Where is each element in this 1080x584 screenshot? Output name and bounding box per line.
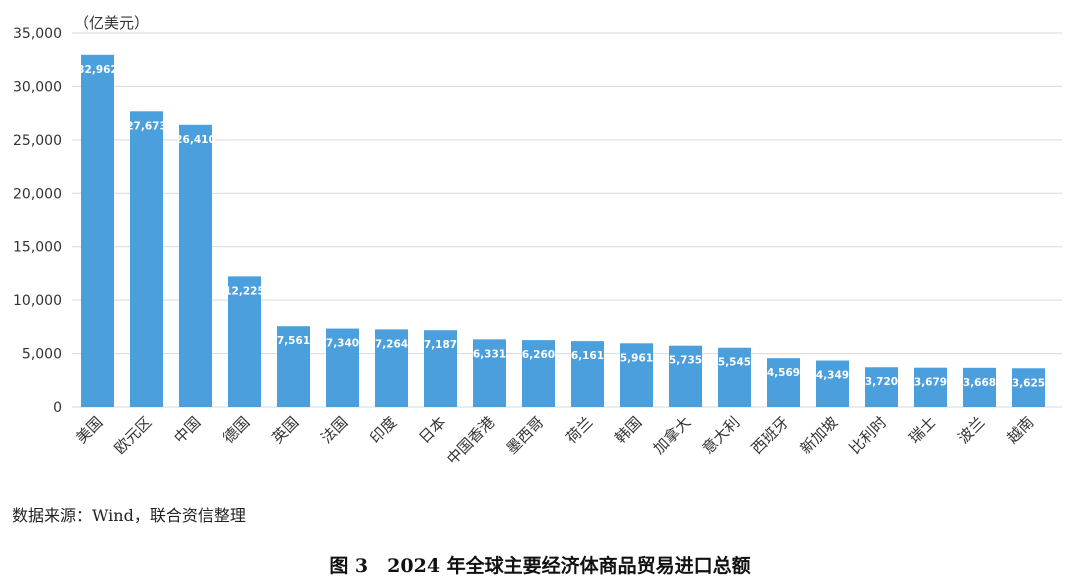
bar: [914, 367, 947, 407]
bar: [375, 329, 408, 407]
x-tick-label: 印度: [366, 413, 400, 447]
bar: [620, 343, 653, 407]
bars: [81, 54, 1045, 408]
bar: [228, 276, 261, 407]
x-tick-label: 中国香港: [443, 413, 498, 468]
bar: [963, 367, 996, 407]
x-tick-label: 瑞士: [905, 413, 939, 447]
bar: [1012, 368, 1045, 407]
data-label: 3,668: [963, 377, 996, 389]
data-labels: 32,962 27,673 26,410 12,225 7,561 7,340 7,264 7…: [77, 64, 1045, 389]
gridlines: [72, 32, 1062, 408]
bar-chart: 0 5,000 10,000 15,000 20,000 25,000 30,000 35,0…: [13, 14, 1062, 468]
data-label: 5,545: [718, 357, 751, 369]
x-tick-label: 新加坡: [797, 413, 842, 458]
bar: [130, 111, 163, 408]
x-tick-label: 德国: [219, 413, 253, 447]
x-tick-label: 韩国: [611, 413, 645, 447]
bar: [718, 347, 751, 407]
bar: [865, 367, 898, 407]
figure-number: 图 3: [329, 555, 369, 577]
data-label: 4,569: [767, 367, 800, 379]
bar: [669, 345, 702, 407]
caption-spacer: [368, 555, 387, 577]
bar: [473, 339, 506, 407]
bar: [81, 54, 114, 407]
data-label: 12,225: [224, 285, 265, 297]
y-axis-unit-label: （亿美元）: [74, 14, 149, 32]
data-label: 7,264: [375, 338, 408, 350]
y-tick-label: 5,000: [22, 347, 62, 363]
x-tick-label: 欧元区: [111, 413, 156, 458]
x-tick-label: 日本: [415, 413, 449, 447]
figure-caption: 图 3 2024 年全球主要经济体商品贸易进口总额: [0, 551, 1080, 578]
bar: [571, 341, 604, 407]
data-label: 26,410: [175, 134, 216, 146]
y-tick-label: 10,000: [13, 293, 62, 309]
bar: [816, 360, 849, 407]
bar: [277, 326, 310, 407]
x-tick-label: 美国: [72, 413, 106, 447]
x-tick-label: 越南: [1003, 413, 1037, 447]
data-label: 6,260: [522, 349, 555, 361]
y-tick-label: 15,000: [13, 240, 62, 256]
y-tick-label: 30,000: [13, 79, 62, 95]
x-tick-label: 英国: [268, 413, 302, 447]
y-tick-label: 25,000: [13, 133, 62, 149]
data-label: 5,961: [620, 352, 653, 364]
y-tick-label: 35,000: [13, 26, 62, 42]
data-label: 5,735: [669, 355, 702, 367]
x-tick-label: 波兰: [954, 413, 988, 447]
data-label: 3,720: [865, 376, 898, 388]
x-tick-label: 加拿大: [650, 413, 695, 458]
x-tick-label: 西班牙: [748, 413, 793, 458]
data-label: 32,962: [77, 64, 118, 76]
bar: [424, 330, 457, 407]
data-label: 7,187: [424, 339, 457, 351]
source-note: 数据来源：Wind，联合资信整理: [12, 506, 246, 525]
x-tick-label: 法国: [317, 413, 351, 447]
figure-title: 2024 年全球主要经济体商品贸易进口总额: [387, 555, 751, 577]
bar: [179, 124, 212, 407]
data-label: 7,561: [277, 335, 310, 347]
x-tick-label: 墨西哥: [503, 413, 548, 458]
x-tick-label: 意大利: [699, 413, 744, 458]
data-label: 3,679: [914, 377, 947, 389]
bar: [522, 340, 555, 407]
data-label: 6,331: [473, 348, 506, 360]
data-label: 6,161: [571, 350, 604, 362]
x-tick-label: 比利时: [846, 413, 891, 458]
x-tick-label: 中国: [170, 413, 204, 447]
data-label: 27,673: [126, 120, 167, 132]
data-label: 7,340: [326, 338, 359, 350]
y-tick-label: 20,000: [13, 186, 62, 202]
x-tick-label: 荷兰: [562, 413, 596, 447]
data-label: 3,625: [1012, 377, 1045, 389]
y-tick-label: 0: [53, 400, 62, 416]
data-label: 4,349: [816, 370, 849, 382]
bar: [326, 328, 359, 407]
bar: [767, 358, 800, 407]
y-axis-ticks: 0 5,000 10,000 15,000 20,000 25,000 30,000 35,0…: [13, 26, 62, 416]
